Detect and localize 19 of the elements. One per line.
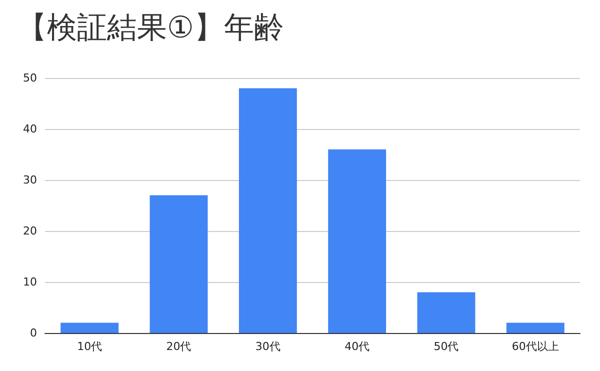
x-tick-label: 60代以上 (512, 340, 559, 353)
bar (328, 149, 386, 333)
y-tick-label: 0 (30, 326, 37, 340)
bar (150, 195, 208, 333)
x-tick-label: 10代 (77, 340, 102, 353)
y-tick-label: 10 (23, 276, 37, 288)
x-tick-label: 20代 (166, 340, 192, 353)
bar (417, 292, 476, 333)
bar (238, 88, 297, 333)
bar (60, 322, 119, 333)
chart-title: 【検証結果①】年齢 (17, 10, 284, 46)
x-tick-label: 30代 (255, 340, 280, 353)
y-tick-label: 50 (23, 72, 37, 84)
bar (506, 322, 564, 333)
y-tick-label: 30 (23, 174, 37, 186)
y-tick-label: 40 (23, 122, 37, 136)
x-tick-label: 50代 (434, 340, 459, 353)
y-tick-label: 20 (23, 224, 37, 238)
x-tick-label: 40代 (344, 340, 370, 353)
